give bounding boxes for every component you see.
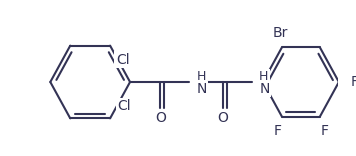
Text: O: O: [155, 111, 166, 125]
Text: O: O: [218, 111, 229, 125]
Text: N: N: [197, 82, 207, 96]
Text: F: F: [321, 124, 329, 138]
Text: F: F: [273, 124, 281, 138]
Text: H: H: [197, 71, 206, 83]
Text: N: N: [259, 82, 269, 96]
Text: Br: Br: [272, 26, 288, 40]
Text: Cl: Cl: [116, 53, 130, 67]
Text: F: F: [350, 75, 356, 89]
Text: Cl: Cl: [118, 99, 131, 113]
Text: H: H: [259, 71, 268, 83]
